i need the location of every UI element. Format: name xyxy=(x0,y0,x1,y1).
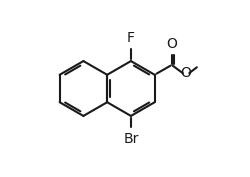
Text: O: O xyxy=(181,66,192,81)
Text: Br: Br xyxy=(123,132,138,146)
Text: O: O xyxy=(166,37,177,51)
Text: F: F xyxy=(127,31,135,45)
